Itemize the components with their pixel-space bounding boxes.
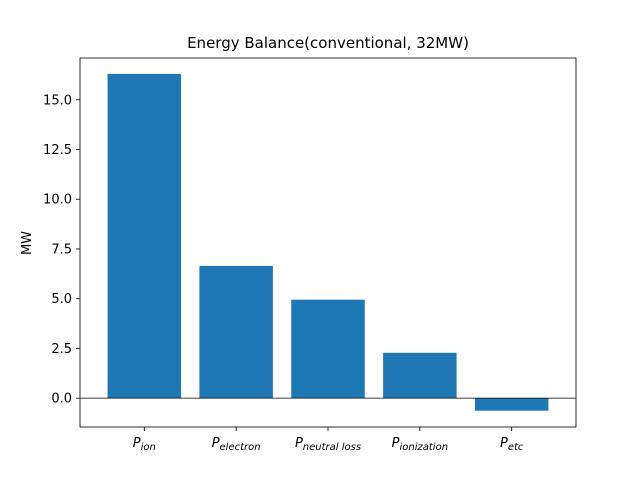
bar-electron	[199, 265, 273, 399]
x-tick-label: Petc	[500, 436, 524, 453]
y-tick-label: 5.0	[51, 292, 72, 307]
x-tick-label: Pion	[133, 436, 156, 453]
plot-area: 0.0 2.5 5.0 7.5 10.0 12.5 15.0 Pion Pelectron Pne…	[43, 57, 577, 453]
y-axis-label: MW	[20, 231, 35, 255]
x-tick-label: Pelectron	[212, 436, 261, 453]
y-tick-label: 2.5	[51, 342, 72, 357]
y-tick-label: 0.0	[51, 392, 72, 407]
y-tick-label: 12.5	[43, 143, 72, 158]
bar-neutral-loss	[291, 299, 365, 399]
y-tick-label: 15.0	[43, 93, 72, 108]
y-tick-label: 10.0	[43, 193, 72, 208]
x-tick-label: Pneutral loss	[295, 436, 361, 453]
x-tick-label: Pionization	[392, 436, 448, 453]
bar-etc	[474, 398, 549, 411]
bar-ion	[107, 73, 182, 399]
chart-title: Energy Balance(conventional, 32MW)	[187, 34, 469, 52]
bar-ionization	[383, 352, 457, 399]
y-tick-label: 7.5	[51, 242, 72, 257]
